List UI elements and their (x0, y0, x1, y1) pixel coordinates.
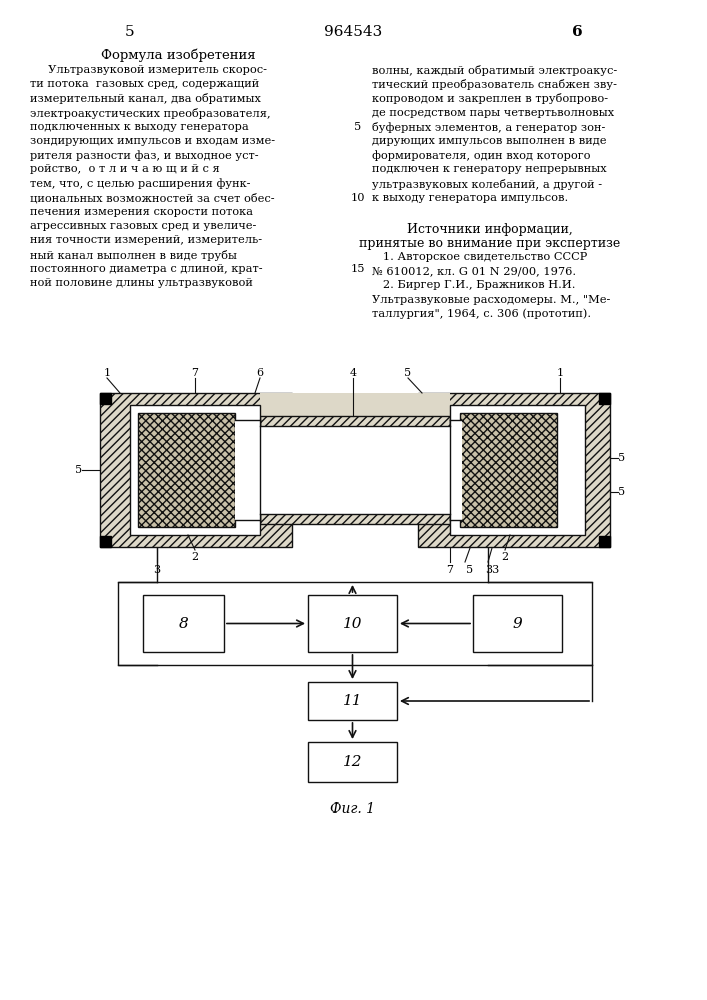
Text: формирователя, один вход которого: формирователя, один вход которого (372, 150, 590, 161)
Text: электроакустических преобразователя,: электроакустических преобразователя, (30, 108, 271, 119)
Text: буферных элементов, а генератор зон-: буферных элементов, а генератор зон- (372, 122, 605, 133)
Bar (308, 595, 397, 652)
Text: 15: 15 (351, 264, 366, 274)
Bar (599, 393, 610, 404)
Bar (143, 595, 224, 652)
Text: постоянного диаметра с длиной, крат-: постоянного диаметра с длиной, крат- (30, 264, 262, 274)
Text: 2: 2 (192, 552, 199, 562)
Text: 6: 6 (257, 368, 264, 378)
Text: 5: 5 (75, 465, 82, 475)
Text: Фиг. 1: Фиг. 1 (330, 802, 375, 816)
Text: ния точности измерений, измеритель-: ния точности измерений, измеритель- (30, 235, 262, 245)
Text: печения измерения скорости потока: печения измерения скорости потока (30, 207, 253, 217)
Text: зондирующих импульсов и входам изме-: зондирующих импульсов и входам изме- (30, 136, 275, 146)
Text: 5: 5 (618, 453, 625, 463)
Text: измерительный канал, два обратимых: измерительный канал, два обратимых (30, 93, 261, 104)
Bar (235, 420, 260, 520)
Bar (100, 393, 111, 404)
Text: 1: 1 (556, 368, 563, 378)
Text: к выходу генератора импульсов.: к выходу генератора импульсов. (372, 193, 568, 203)
Text: № 610012, кл. G 01 N 29/00, 1976.: № 610012, кл. G 01 N 29/00, 1976. (372, 266, 576, 276)
Text: де посредством пары четвертьволновых: де посредством пары четвертьволновых (372, 108, 614, 118)
Text: тический преобразователь снабжен зву-: тический преобразователь снабжен зву- (372, 79, 617, 90)
Text: 5: 5 (618, 487, 625, 497)
Text: дирующих импульсов выполнен в виде: дирующих импульсов выполнен в виде (372, 136, 607, 146)
Bar (460, 413, 557, 527)
Bar (260, 426, 450, 514)
Text: таллургия", 1964, с. 306 (прототип).: таллургия", 1964, с. 306 (прототип). (372, 309, 591, 319)
Text: тем, что, с целью расширения функ-: тем, что, с целью расширения функ- (30, 179, 250, 189)
Text: ультразвуковых колебаний, а другой -: ультразвуковых колебаний, а другой - (372, 179, 602, 190)
Text: подключен к генератору непрерывных: подключен к генератору непрерывных (372, 164, 607, 174)
Text: 5: 5 (404, 368, 411, 378)
Text: принятые во внимание при экспертизе: принятые во внимание при экспертизе (359, 237, 621, 250)
Text: волны, каждый обратимый электроакус-: волны, каждый обратимый электроакус- (372, 65, 617, 76)
Text: 33: 33 (485, 565, 499, 575)
Bar (138, 413, 235, 527)
Text: агрессивных газовых сред и увеличе-: агрессивных газовых сред и увеличе- (30, 221, 257, 231)
Text: 5: 5 (467, 565, 474, 575)
Text: Ультразвуковой измеритель скорос-: Ультразвуковой измеритель скорос- (30, 65, 267, 75)
Text: циональных возможностей за счет обес-: циональных возможностей за счет обес- (30, 193, 274, 203)
Text: 2. Биргер Г.И., Бражников Н.И.: 2. Биргер Г.И., Бражников Н.И. (372, 280, 575, 290)
Bar (308, 742, 397, 782)
Text: 3: 3 (153, 565, 160, 575)
Bar (450, 420, 462, 520)
Bar (118, 582, 592, 665)
Text: рителя разности фаз, и выходное уст-: рителя разности фаз, и выходное уст- (30, 150, 259, 161)
Text: ройство,  о т л и ч а ю щ и й с я: ройство, о т л и ч а ю щ и й с я (30, 164, 220, 174)
Text: 8: 8 (179, 616, 188, 631)
Text: 11: 11 (343, 694, 362, 708)
Text: 12: 12 (343, 755, 362, 769)
Text: 5: 5 (354, 122, 361, 132)
Text: Ультразвуковые расходомеры. М., "Ме-: Ультразвуковые расходомеры. М., "Ме- (372, 295, 610, 305)
Text: 10: 10 (343, 616, 362, 631)
Text: 10: 10 (351, 193, 366, 203)
Text: 4: 4 (349, 368, 356, 378)
Text: ный канал выполнен в виде трубы: ный канал выполнен в виде трубы (30, 250, 237, 261)
Text: 6: 6 (572, 25, 583, 39)
Text: 964543: 964543 (324, 25, 382, 39)
Text: 5: 5 (125, 25, 135, 39)
Text: 7: 7 (447, 565, 453, 575)
Bar (450, 405, 585, 535)
Bar (130, 405, 260, 535)
Text: 1. Авторское свидетельство СССР: 1. Авторское свидетельство СССР (372, 252, 588, 262)
Bar (260, 426, 450, 524)
Text: Формула изобретения: Формула изобретения (100, 49, 255, 62)
Bar (418, 393, 610, 547)
Bar (473, 595, 562, 652)
Text: 7: 7 (192, 368, 199, 378)
Bar (260, 393, 450, 416)
Text: Источники информации,: Источники информации, (407, 223, 573, 236)
Bar (599, 536, 610, 547)
Bar (308, 682, 397, 720)
Text: ти потока  газовых сред, содержащий: ти потока газовых сред, содержащий (30, 79, 259, 89)
Text: 9: 9 (513, 616, 522, 631)
Text: подключенных к выходу генератора: подключенных к выходу генератора (30, 122, 249, 132)
Text: ной половине длины ультразвуковой: ной половине длины ультразвуковой (30, 278, 253, 288)
Text: 2: 2 (501, 552, 508, 562)
Bar (260, 416, 450, 524)
Text: копроводом и закреплен в трубопрово-: копроводом и закреплен в трубопрово- (372, 93, 608, 104)
Bar (100, 536, 111, 547)
Text: 1: 1 (103, 368, 110, 378)
Bar (100, 393, 292, 547)
